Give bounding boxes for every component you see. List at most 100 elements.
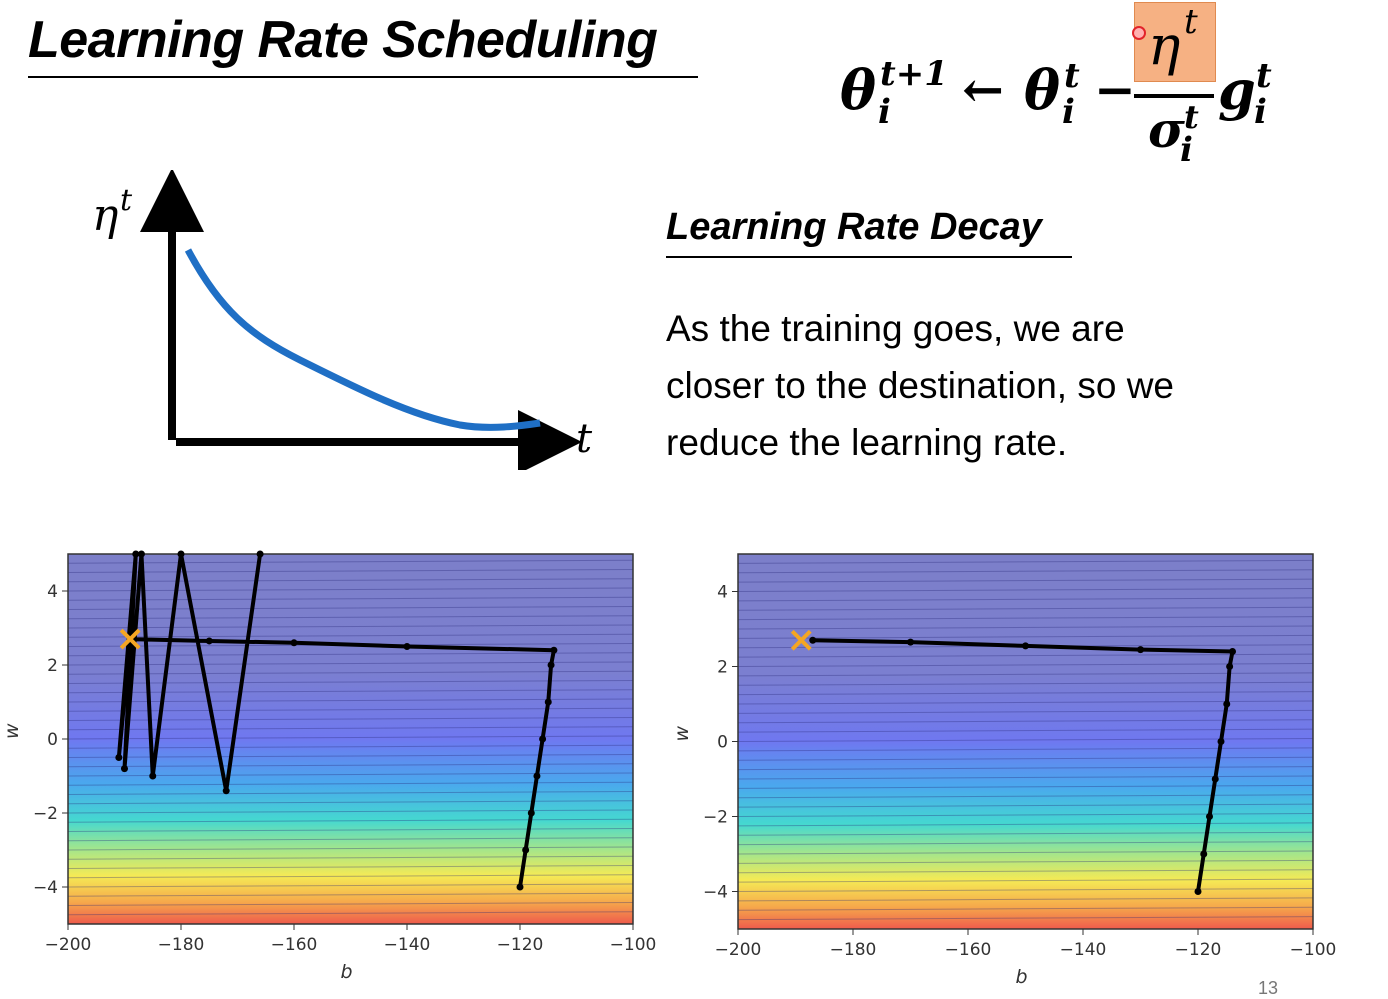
contour-line	[67, 652, 634, 657]
path-point	[149, 772, 157, 780]
path-point	[1022, 642, 1029, 650]
theta-lhs: θ	[840, 58, 877, 122]
contour-line	[737, 569, 1314, 574]
contour-line	[67, 615, 634, 620]
path-point	[550, 646, 558, 654]
path-point	[1229, 648, 1236, 655]
contour-line	[67, 717, 634, 721]
eta-axis-label-sup: t	[120, 183, 133, 218]
x-tick-label: −200	[45, 935, 92, 955]
optimization-path	[812, 638, 1235, 892]
path-point	[1226, 663, 1234, 670]
minus-sign: −	[1094, 60, 1136, 119]
eta-sup: t	[1184, 2, 1198, 42]
contour-line	[67, 809, 634, 814]
subtitle-underline	[666, 256, 1072, 258]
contour-line	[737, 681, 1314, 686]
contour-line	[737, 813, 1314, 817]
contour-line	[737, 616, 1314, 621]
y-tick-label: 4	[47, 582, 58, 602]
x-axis-label: b	[341, 961, 353, 983]
contour-line	[737, 878, 1314, 883]
contour-line	[67, 791, 634, 795]
contour-line	[737, 841, 1314, 846]
contour-line	[737, 719, 1314, 724]
contour-line	[67, 865, 634, 869]
x-tick-label: −140	[1060, 940, 1107, 960]
contour-line	[737, 831, 1314, 836]
assign-arrow: ←	[962, 60, 1004, 119]
path-point	[1200, 850, 1208, 858]
contour-line	[67, 735, 634, 740]
contour-line	[737, 634, 1314, 639]
fraction-bar	[1134, 94, 1214, 98]
contour-line	[737, 663, 1314, 667]
contour-line	[67, 902, 634, 906]
y-axis-label: w	[1, 723, 23, 739]
contour-line	[737, 691, 1314, 696]
theta-rhs: θ	[1024, 58, 1061, 122]
explanation-line-2: closer to the destination, so we	[666, 365, 1175, 406]
sigma-sup: t	[1184, 98, 1199, 136]
theta-rhs-sub: i	[1062, 92, 1075, 132]
optimization-path	[116, 552, 556, 888]
y-tick-label: 2	[47, 656, 58, 676]
contour-line	[67, 874, 634, 879]
contour-line	[737, 794, 1314, 799]
slide-title: Learning Rate Scheduling	[28, 11, 658, 69]
path-point	[290, 639, 298, 647]
y-tick-label: 4	[717, 583, 728, 603]
path-point	[256, 550, 264, 558]
lr-decay-line	[184, 248, 541, 431]
x-axis-label: b	[1016, 966, 1028, 985]
page-number: 13	[1258, 978, 1279, 998]
x-tick-label: −120	[497, 935, 544, 955]
contour-line	[737, 559, 1314, 564]
contour-line	[737, 597, 1314, 602]
contour-line	[67, 559, 634, 564]
theta-rhs-sup: t	[1064, 56, 1080, 96]
path-point	[137, 550, 145, 558]
contour-line	[737, 888, 1314, 892]
y-tick-label: 2	[717, 658, 728, 678]
gradient-sup: t	[1256, 56, 1272, 96]
contour-line	[737, 850, 1314, 855]
contour-line	[67, 855, 634, 860]
t-axis-label: t	[576, 416, 593, 462]
contour-line	[737, 700, 1314, 705]
contour-line	[67, 587, 634, 592]
path-point	[907, 638, 914, 646]
update-formula: θ t+1 i ← θ t i − η t σ t i g t i	[838, 0, 1288, 180]
contour-line	[67, 800, 634, 805]
path-point	[1137, 646, 1144, 654]
contour-line	[737, 803, 1314, 808]
path-point	[527, 809, 535, 817]
path-point	[544, 698, 552, 706]
contour-line	[67, 624, 634, 629]
contour-line	[67, 661, 634, 666]
path-point	[115, 754, 123, 761]
path-point	[205, 637, 213, 645]
explanation-line-1: As the training goes, we are	[666, 308, 1125, 349]
path-point	[177, 550, 185, 558]
contour-line	[67, 837, 634, 842]
path-point	[809, 636, 817, 644]
x-tick-label: −180	[158, 935, 205, 955]
contour-line	[67, 596, 634, 601]
path-point	[547, 661, 555, 669]
x-tick-label: −120	[1175, 940, 1222, 960]
sigma-sub: i	[1180, 130, 1193, 170]
contour-line	[737, 916, 1314, 921]
path-point	[533, 772, 541, 780]
y-tick-label: −2	[703, 808, 728, 828]
contour-line	[67, 569, 634, 573]
contour-line	[67, 781, 634, 786]
contour-line	[67, 911, 634, 916]
y-tick-label: 0	[47, 730, 58, 750]
contour-line	[737, 625, 1314, 630]
gradient-sub: i	[1254, 92, 1267, 132]
sigma-denominator: σ	[1148, 100, 1185, 159]
contour-line	[67, 846, 634, 851]
eta-highlight-box	[1134, 2, 1216, 82]
contour-background	[738, 554, 1313, 929]
